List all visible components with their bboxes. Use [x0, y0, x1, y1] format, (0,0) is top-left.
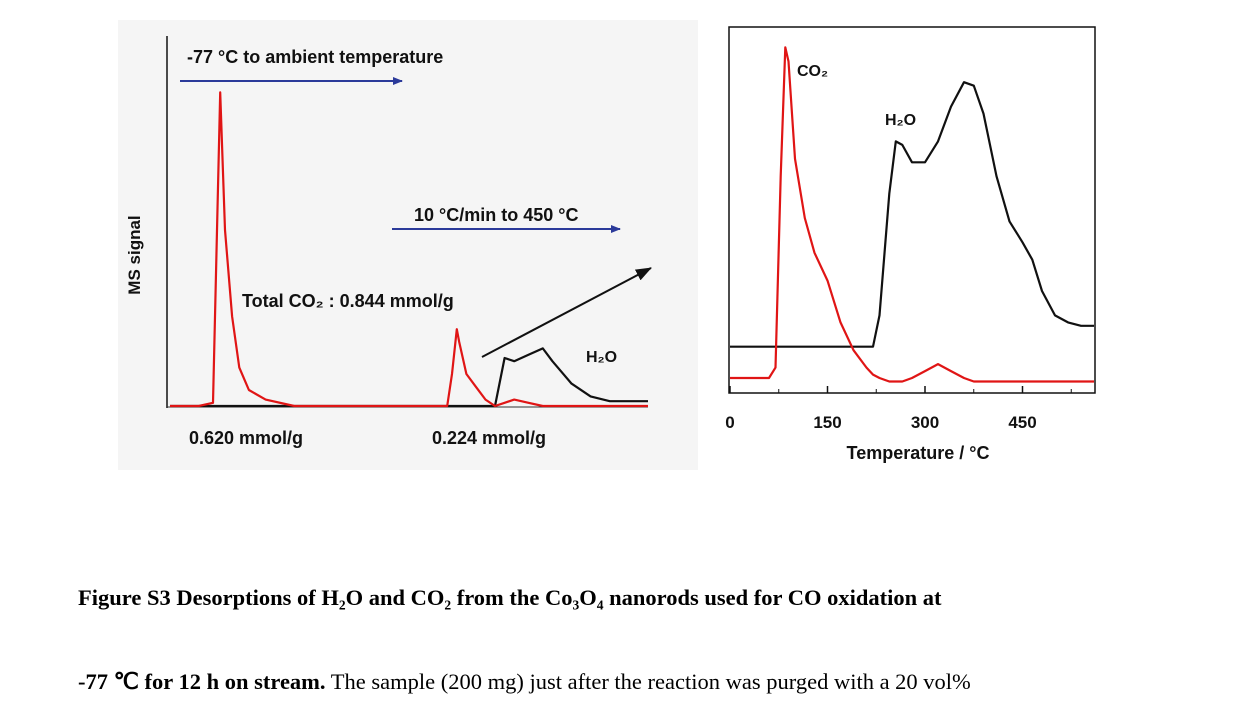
left-panel-background: [118, 20, 698, 470]
left-y-axis-label: MS signal: [125, 215, 144, 294]
caption-line-2: -77 ℃ for 12 h on stream. The sample (20…: [78, 669, 1188, 695]
amount-label-ambient: 0.620 mmol/g: [189, 428, 303, 448]
caption-title: Figure S3 Desorptions of H₂O and CO₂ fro…: [78, 585, 942, 610]
left-plot-area: [170, 91, 648, 408]
figure: MS signal -77 °C to ambient temperature …: [118, 20, 1096, 470]
right-h2o-line: [730, 81, 1094, 348]
ramp-arrow-label: 10 °C/min to 450 °C: [414, 205, 578, 225]
right-co2-line: [730, 46, 1094, 383]
caption-line-1: Figure S3 Desorptions of H₂O and CO₂ fro…: [78, 585, 1188, 611]
zoom-arrow: [481, 267, 652, 358]
total-co2-label: Total CO₂ : 0.844 mmol/g: [242, 291, 454, 311]
x-tick-label: 450: [1008, 413, 1036, 432]
amount-label-ramp: 0.224 mmol/g: [432, 428, 546, 448]
left-h2o-label: H₂O: [586, 349, 617, 366]
caption-text: The sample (200 mg) just after the react…: [325, 669, 971, 694]
right-h2o-label: H₂O: [885, 112, 916, 129]
x-tick-label: 0: [725, 413, 734, 432]
right-x-axis: 0 150 300 450: [725, 386, 1072, 432]
x-tick-label: 300: [911, 413, 939, 432]
right-plot-area: [730, 46, 1094, 383]
left-h2o-line: [170, 347, 648, 408]
right-co2-label: CO₂: [797, 63, 828, 80]
ambient-arrow-label: -77 °C to ambient temperature: [187, 47, 443, 67]
caption-condition: -77 ℃ for 12 h on stream.: [78, 669, 326, 694]
left-co2-line: [170, 91, 648, 408]
right-x-axis-label: Temperature / °C: [847, 443, 990, 463]
x-tick-label: 150: [813, 413, 841, 432]
